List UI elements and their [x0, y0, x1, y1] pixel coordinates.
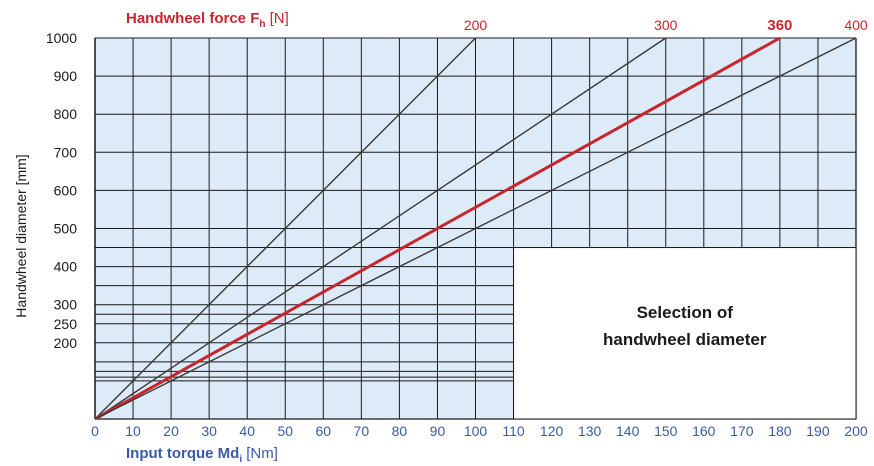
y-tick-label: 700 [54, 144, 78, 160]
x-tick-label: 40 [239, 423, 255, 439]
series-lines [94, 36, 857, 421]
force-label-200: 200 [464, 17, 488, 33]
x-tick-label: 50 [277, 423, 293, 439]
x-tick-label: 10 [125, 423, 141, 439]
force-line-360 [94, 36, 781, 421]
force-line-400 [94, 37, 857, 420]
x-tick-label: 180 [768, 423, 792, 439]
x-tick-label: 60 [316, 423, 332, 439]
y-tick-label: 400 [54, 259, 78, 275]
force-labels: 200 300 360 400 [464, 17, 868, 34]
x-tick-label: 130 [578, 423, 602, 439]
x-tick-label: 120 [540, 423, 564, 439]
selection-box [513, 247, 857, 420]
x-tick-label: 0 [91, 423, 99, 439]
x-tick-label: 100 [464, 423, 488, 439]
force-label-360: 360 [767, 17, 792, 34]
force-label-300: 300 [654, 17, 678, 33]
force-label-400: 400 [844, 17, 868, 33]
x-tick-label: 70 [354, 423, 370, 439]
x-tick-labels: 0 10 20 30 40 50 60 70 80 90 100 110 120 130 140 150 160… [91, 423, 868, 439]
y-tick-label: 500 [54, 221, 78, 237]
selection-box-text: Selection of handwheel diameter [603, 303, 767, 349]
y-tick-label: 1000 [46, 30, 77, 46]
x-tick-label: 90 [430, 423, 446, 439]
y-axis-label: Handwheel diameter [mm] [13, 154, 29, 317]
x-tick-label: 110 [502, 423, 525, 439]
y-tick-label: 300 [54, 297, 78, 313]
x-tick-label: 150 [654, 423, 678, 439]
y-tick-label: 600 [54, 182, 78, 198]
force-line-300 [94, 37, 667, 420]
selection-box-line: handwheel diameter [603, 330, 767, 349]
y-tick-label: 250 [54, 316, 78, 332]
y-tick-label: 200 [54, 335, 78, 351]
x-tick-label: 170 [730, 423, 754, 439]
force-line-200 [94, 37, 476, 420]
x-tick-label: 30 [201, 423, 217, 439]
x-tick-label: 80 [392, 423, 408, 439]
y-tick-label: 900 [54, 68, 78, 84]
x-tick-label: 20 [163, 423, 179, 439]
y-tick-labels: 1000 900 800 700 600 500 400 300 250 200 [46, 30, 77, 351]
chart-title: Handwheel force Fh [N] [126, 10, 289, 30]
x-tick-label: 200 [844, 423, 868, 439]
y-tick-label: 800 [54, 106, 78, 122]
selection-box-line: Selection of [637, 303, 734, 322]
x-axis-label: Input torque Mdi [Nm] [126, 445, 278, 465]
x-tick-label: 140 [616, 423, 640, 439]
x-tick-label: 160 [692, 423, 716, 439]
x-tick-label: 190 [806, 423, 830, 439]
